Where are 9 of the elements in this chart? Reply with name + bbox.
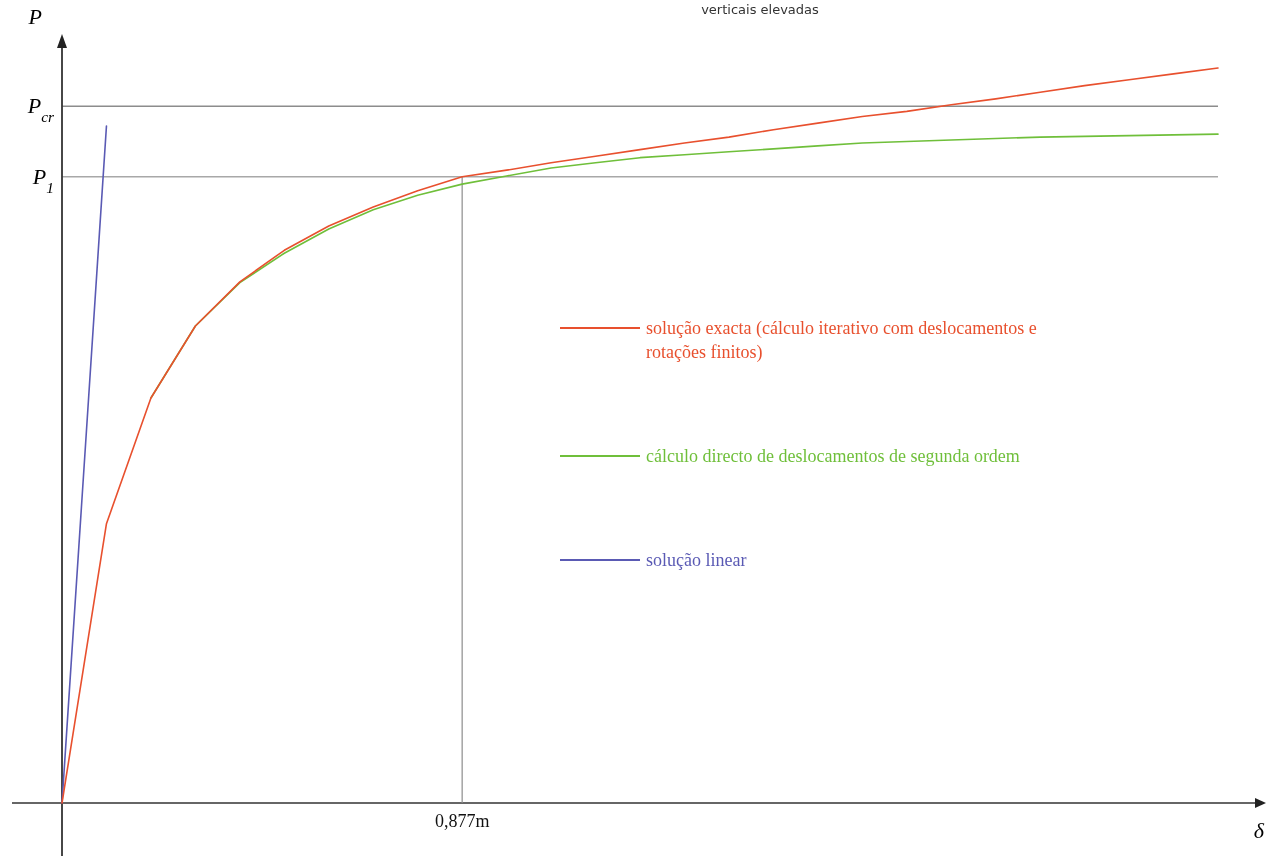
text: verticais elevadas [701, 2, 820, 17]
ref-line-label: P$_{cr}$ [26, 93, 55, 125]
text: 0,877m [434, 811, 490, 831]
legend-label: cálculo directo de deslocamentos de segunda ordem [646, 446, 1020, 466]
legend-label: solução exacta (cálculo iterativo com deslocamentos e rotações finitos) [646, 318, 1037, 363]
y-axis-title: P [27, 4, 42, 29]
x-axis-title: δ [1253, 818, 1265, 843]
ref-line-label: P$_{1}$ [31, 163, 54, 196]
legend-label: solução linear [646, 550, 747, 570]
